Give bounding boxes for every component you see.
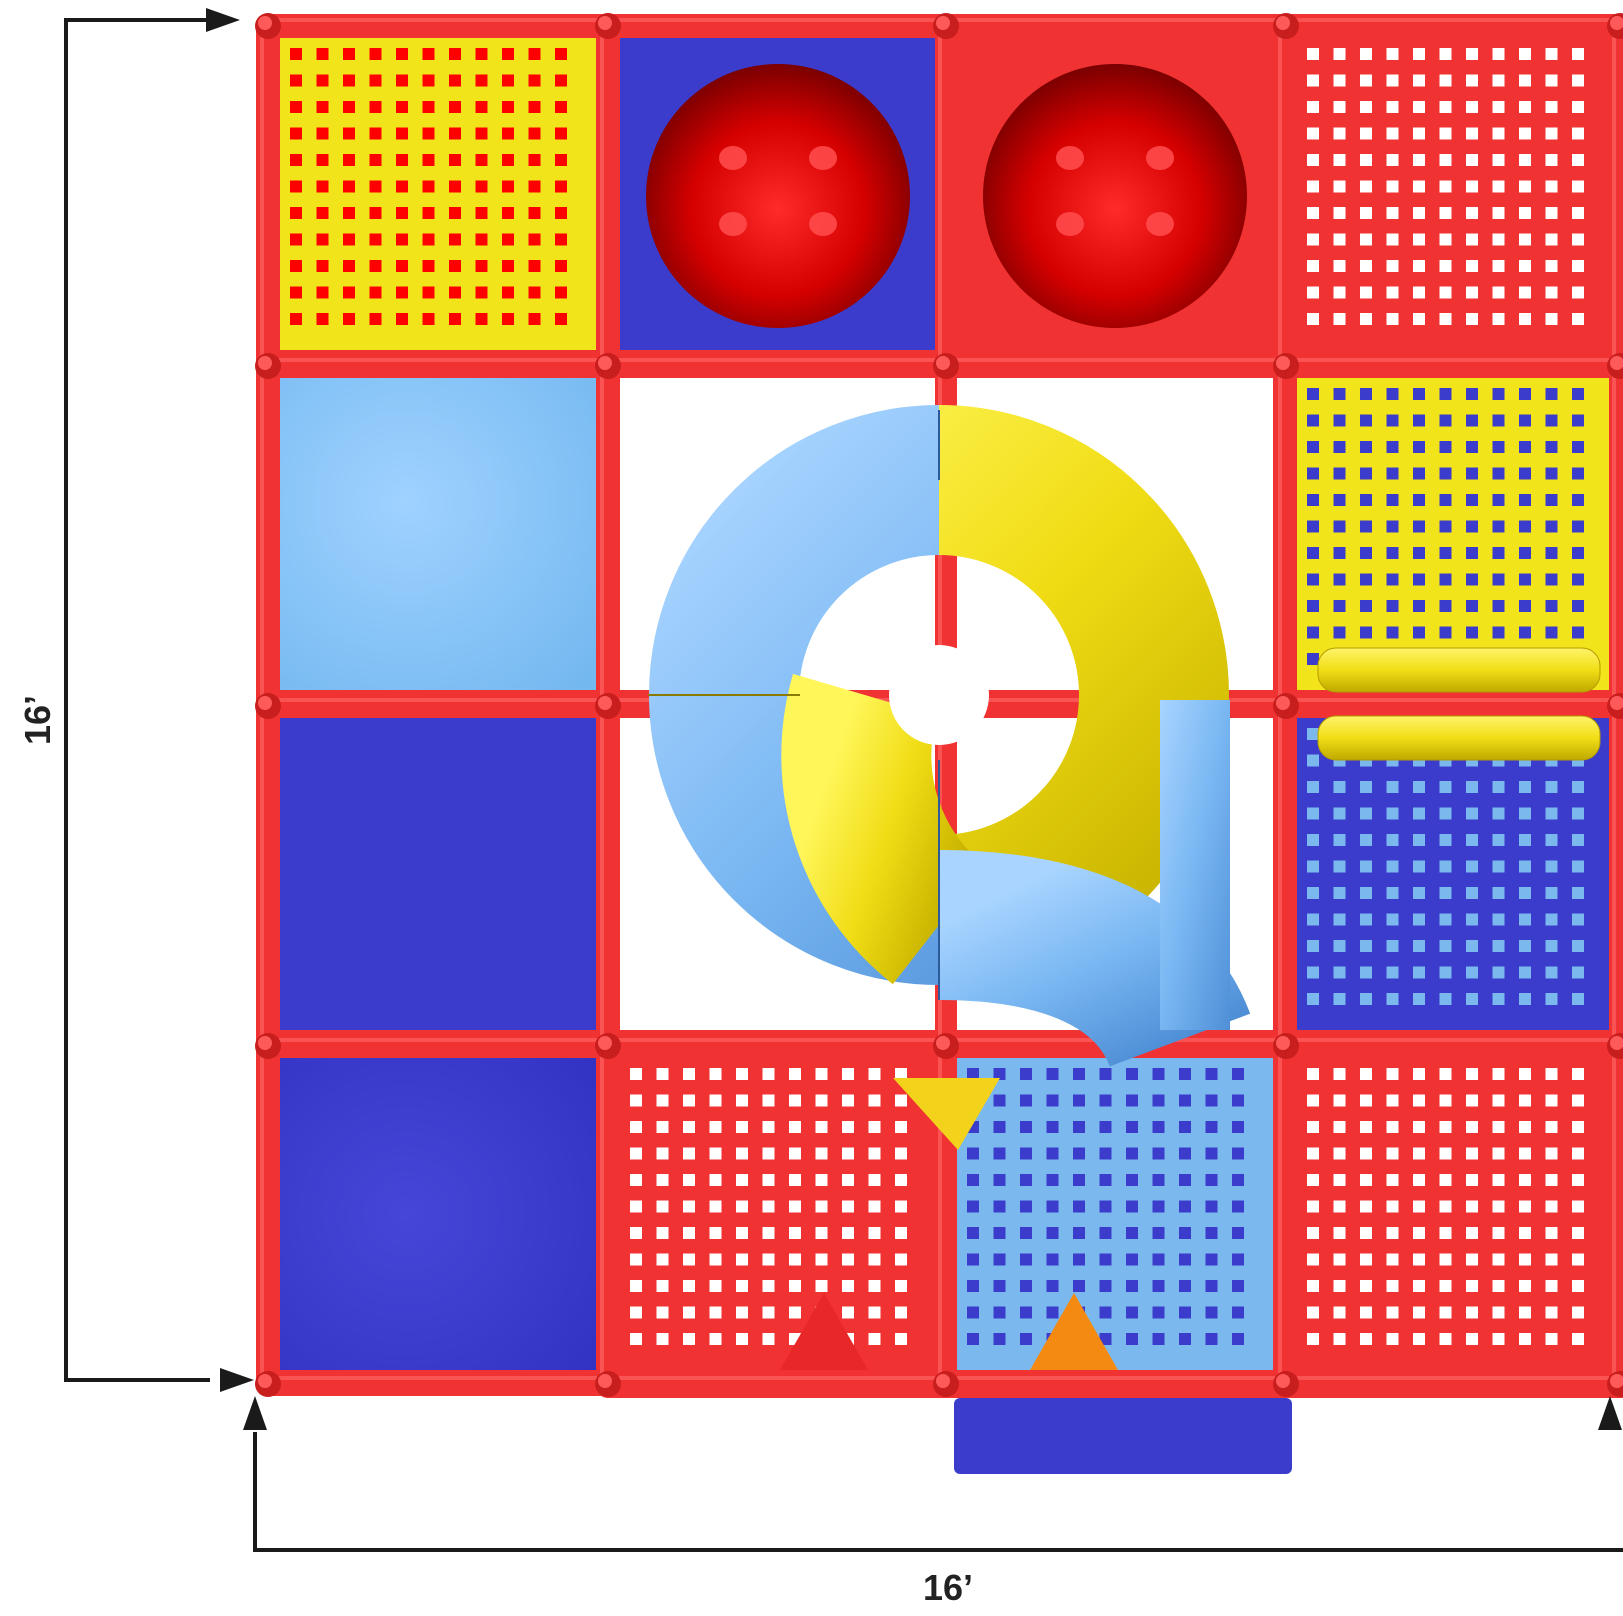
arrow-head-bottom-icon [220,1368,254,1392]
orange-up-triangle-marker [1030,1293,1118,1370]
roller-bar [1317,647,1601,761]
panel-r3-c1-net [620,1058,936,1370]
arrow-head-left-icon [243,1396,267,1430]
crawl-sphere [983,64,1247,328]
width-dimension-label: 16’ [923,1567,973,1608]
spiral-slide-lower-loop [781,673,1251,1070]
panel-r1-c3-net [1297,378,1623,690]
panel-r1-c0-solid [280,378,596,690]
spiral-slide [648,405,1251,1070]
panel-r0-c3-net [1297,38,1623,350]
height-dimension: 16’ [17,8,254,1392]
panel-r3-c2-net [957,1058,1273,1370]
panel-r2-c0-net [280,718,596,1030]
crawl-sphere [646,64,910,328]
panel-r3-c3-net [1297,1058,1623,1370]
yellow-down-triangle-marker [893,1078,1000,1150]
panel-r0-c0-net [280,38,596,350]
panel-r0-c1-sphere [620,38,936,350]
arrow-head-top-icon [206,8,240,32]
frame-tubes [255,13,1623,1397]
width-dimension: 16’ [243,1396,1623,1608]
height-dimension-label: 16’ [17,695,58,745]
panel-r3-c0-solid [280,1058,596,1370]
arrow-head-right-icon [1598,1396,1622,1430]
panel-r0-c2-sphere [957,38,1273,350]
red-up-triangle-marker [780,1293,868,1370]
panel-r2-c3-net [1297,718,1623,1030]
exit-mat [954,1398,1292,1474]
direction-markers [780,1078,1118,1370]
